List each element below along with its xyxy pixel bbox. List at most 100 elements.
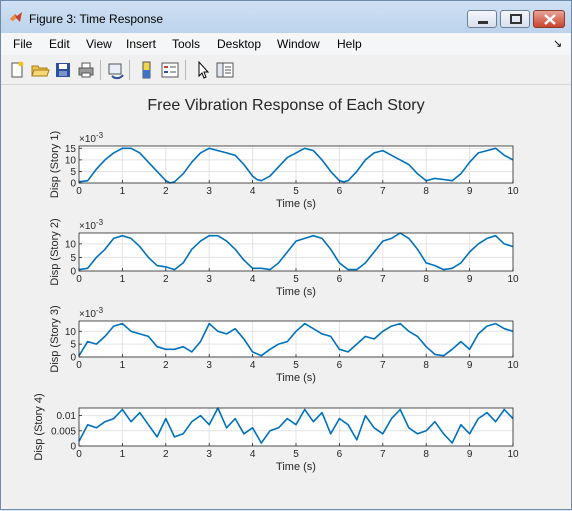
y-tick-label: 0 (70, 267, 76, 278)
edit-plot-icon[interactable] (193, 60, 213, 80)
x-tick-label: 2 (163, 186, 169, 197)
x-tick-label: 8 (423, 360, 429, 371)
window-title: Figure 3: Time Response (29, 12, 164, 26)
y-tick-label: 0.01 (57, 411, 77, 422)
x-tick-label: 8 (423, 449, 429, 460)
save-icon[interactable] (53, 60, 73, 80)
x-axis-label: Time (s) (276, 372, 316, 384)
insert-legend-icon[interactable] (160, 60, 180, 80)
y-tick-label: 10 (65, 239, 77, 250)
y-axis-label: Disp (Story 2) (49, 218, 61, 285)
maximize-button[interactable] (500, 10, 530, 28)
close-button[interactable] (533, 10, 565, 28)
x-tick-label: 10 (507, 449, 519, 460)
y-axis-label: Disp (Story 3) (49, 305, 61, 372)
x-tick-label: 0 (76, 186, 82, 197)
menu-edit[interactable]: Edit (49, 37, 70, 51)
x-tick-label: 7 (380, 274, 386, 285)
x-tick-label: 3 (206, 186, 212, 197)
x-tick-label: 7 (380, 449, 386, 460)
title-bar[interactable]: Figure 3: Time Response (1, 1, 571, 33)
series-line-story-4 (78, 407, 514, 444)
toolbar-separator (129, 60, 130, 80)
toolbar-separator (185, 60, 186, 80)
y-tick-label: 15 (65, 144, 77, 155)
x-tick-label: 9 (467, 360, 473, 371)
x-tick-label: 9 (467, 449, 473, 460)
menu-desktop[interactable]: Desktop (217, 37, 262, 51)
menu-view[interactable]: View (86, 37, 112, 51)
x-tick-label: 10 (507, 274, 519, 285)
y-tick-label: 0.005 (51, 426, 76, 437)
x-tick-label: 9 (467, 274, 473, 285)
property-inspector-icon[interactable] (215, 60, 235, 80)
menu-insert[interactable]: Insert (126, 37, 157, 51)
y-tick-label: 0 (70, 442, 76, 453)
x-tick-label: 4 (250, 449, 256, 460)
link-plot-icon[interactable] (106, 60, 126, 80)
menu-bar: File Edit View Insert Tools Desktop Wind… (1, 33, 571, 55)
y-exponent-label: ×10-3 (79, 131, 104, 145)
x-tick-label: 10 (507, 186, 519, 197)
open-file-icon[interactable] (30, 60, 50, 80)
menu-help[interactable]: Help (337, 37, 362, 51)
toolbar-separator (100, 60, 101, 80)
x-tick-label: 0 (76, 360, 82, 371)
x-tick-label: 2 (163, 274, 169, 285)
dock-arrow-icon[interactable]: ↘ (553, 38, 563, 50)
figure-suptitle: Free Vibration Response of Each Story (147, 97, 424, 114)
y-exponent-label: ×10-3 (79, 306, 104, 320)
y-tick-label: 10 (65, 327, 77, 338)
y-exponent-label: ×10-3 (79, 218, 104, 232)
x-tick-label: 5 (293, 449, 299, 460)
x-tick-label: 3 (206, 360, 212, 371)
x-tick-label: 7 (380, 360, 386, 371)
y-tick-label: 5 (70, 253, 76, 264)
figure-canvas: Free Vibration Response of Each Story 0 1… (5, 85, 568, 506)
x-tick-label: 7 (380, 186, 386, 197)
x-tick-label: 4 (250, 274, 256, 285)
x-tick-label: 9 (467, 186, 473, 197)
menu-file[interactable]: File (13, 37, 33, 51)
y-axis-label: Disp (Story 1) (49, 131, 61, 198)
x-tick-label: 6 (337, 449, 343, 460)
y-axis-label: Disp (Story 4) (33, 393, 45, 460)
subplot-4: 0 1 2 3 4 5 6 7 8 9 10 0 0.005 0.01 Time (s) Disp (Stor… (33, 393, 519, 473)
menu-tools[interactable]: Tools (172, 37, 201, 51)
x-tick-label: 1 (120, 186, 126, 197)
x-tick-label: 1 (120, 360, 126, 371)
y-tick-label: 10 (65, 155, 77, 166)
x-tick-label: 6 (337, 186, 343, 197)
x-tick-label: 0 (76, 274, 82, 285)
insert-colorbar-icon[interactable] (137, 60, 157, 80)
x-tick-label: 5 (293, 274, 299, 285)
x-axis-label: Time (s) (276, 286, 316, 298)
y-tick-label: 5 (70, 167, 76, 178)
print-icon[interactable] (76, 60, 96, 80)
y-tick-label: 0 (70, 353, 76, 364)
series-line-story-3 (78, 322, 514, 357)
minimize-icon (478, 21, 488, 24)
x-tick-label: 4 (250, 186, 256, 197)
x-tick-label: 6 (337, 274, 343, 285)
x-tick-label: 6 (337, 360, 343, 371)
new-figure-icon[interactable] (7, 60, 27, 80)
menu-window[interactable]: Window (277, 37, 320, 51)
maximize-icon (510, 14, 522, 24)
x-axis-label: Time (s) (276, 461, 316, 473)
y-tick-label: 5 (70, 340, 76, 351)
minimize-button[interactable] (467, 10, 497, 28)
x-tick-label: 3 (206, 274, 212, 285)
x-tick-label: 5 (293, 186, 299, 197)
x-tick-label: 3 (206, 449, 212, 460)
y-tick-label: 0 (70, 179, 76, 190)
x-tick-label: 10 (507, 360, 519, 371)
matlab-logo-icon (10, 12, 22, 22)
close-icon (544, 14, 556, 25)
x-axis-label: Time (s) (276, 198, 316, 210)
x-tick-label: 1 (120, 274, 126, 285)
